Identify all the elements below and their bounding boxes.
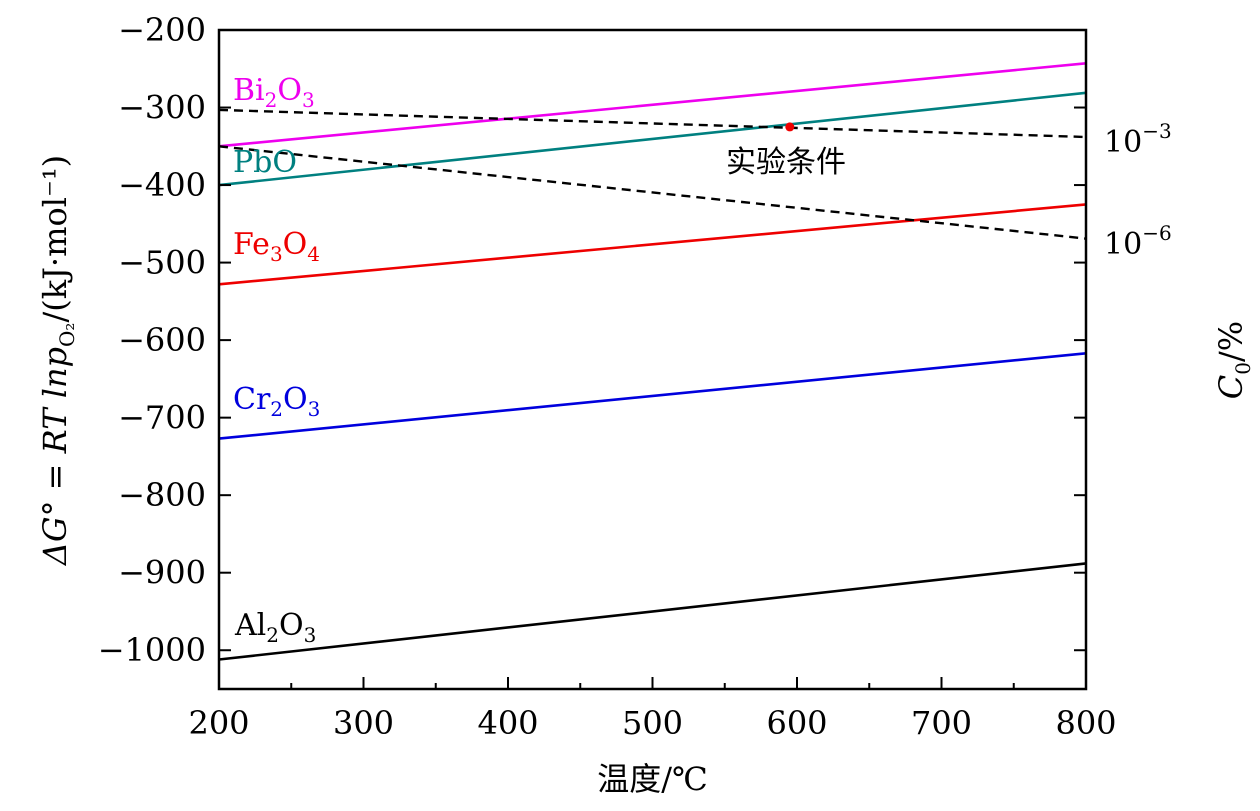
axis-title-layer: 温度/℃ ΔG° = RT lnpO₂/(kJ·mol⁻¹) C0/%	[36, 155, 1255, 798]
reference-line-0	[218, 108, 1087, 139]
y-axis-title: ΔG° = RT lnpO₂/(kJ·mol⁻¹)	[36, 155, 79, 567]
y-tick-label: −900	[118, 554, 206, 592]
series-line-2	[218, 203, 1087, 286]
series-label-2: Fe3O4	[233, 227, 320, 266]
x-tick-label: 500	[622, 704, 683, 742]
experiment-point	[785, 122, 795, 132]
series-line-4	[218, 562, 1087, 661]
reference-label-1: 10−6	[1104, 221, 1172, 262]
x-tick-label: 600	[766, 704, 827, 742]
series-label-3: Cr2O3	[233, 382, 320, 421]
y-tick-label: −700	[118, 399, 206, 437]
reference-label-0: 10−3	[1104, 119, 1172, 160]
reference-line-1	[218, 145, 1087, 240]
series-line-1	[218, 91, 1087, 187]
series-line-3	[218, 352, 1087, 440]
experiment-label: 实验条件	[726, 145, 846, 180]
plot-frame	[217, 28, 1088, 691]
y-tick-label: −800	[118, 476, 206, 514]
y-tick-label: −200	[118, 11, 206, 49]
series-layer	[218, 62, 1087, 661]
series-label-4: Al2O3	[234, 608, 316, 647]
y-tick-label: −500	[118, 244, 206, 282]
x-tick-label: 700	[911, 704, 972, 742]
y-tick-label: −300	[118, 89, 206, 127]
series-label-0: Bi2O3	[233, 73, 315, 112]
x-tick-label: 200	[188, 704, 249, 742]
annotation-layer: 实验条件	[726, 122, 846, 180]
x-axis-title: 温度/℃	[597, 760, 708, 798]
series-label-layer: Bi2O3 PbO Fe3O4 Cr2O3 Al2O3 10−3 10−6	[233, 73, 1172, 647]
y-tick-label: −1000	[98, 631, 206, 669]
x-tick-label: 800	[1055, 704, 1116, 742]
tick-layer: 200 300 400 500 600 700 800 −200 −300 −400 −500 −60…	[98, 11, 1117, 742]
y-tick-label: −400	[118, 166, 206, 204]
series-line-0	[218, 62, 1087, 148]
x-tick-label: 300	[333, 704, 394, 742]
x-tick-label: 400	[477, 704, 538, 742]
series-label-1: PbO	[233, 145, 297, 180]
y-tick-label: −600	[118, 321, 206, 359]
y2-axis-title: C0/%	[1212, 321, 1255, 399]
